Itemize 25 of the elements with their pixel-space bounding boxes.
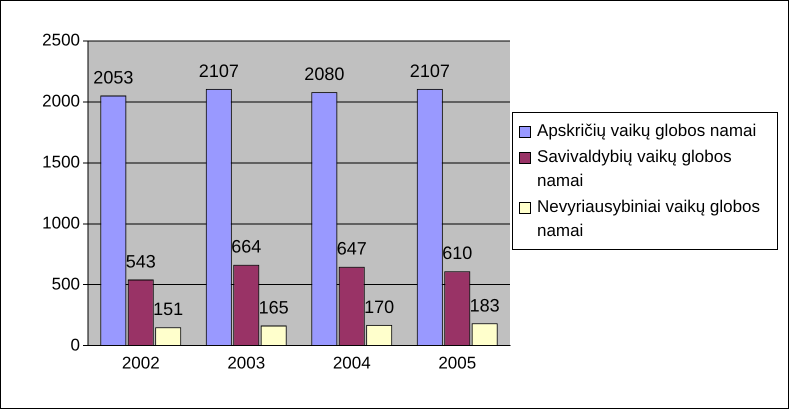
data-label: 170 [364, 296, 394, 317]
legend-label: Nevyriausybiniai vaikų globos namai [537, 196, 762, 242]
data-label: 664 [231, 236, 262, 257]
x-tick-label: 2003 [227, 353, 266, 372]
y-tick-label: 1000 [42, 213, 80, 232]
x-tick-label: 2002 [122, 353, 160, 372]
y-tick-label: 0 [70, 335, 80, 354]
data-label: 183 [470, 295, 500, 316]
data-label: 165 [258, 297, 289, 318]
x-tick-label: 2004 [332, 353, 371, 372]
data-label: 543 [126, 251, 156, 272]
data-label: 2107 [410, 60, 450, 81]
data-label: 2080 [304, 64, 344, 84]
data-label: 2053 [93, 67, 134, 88]
legend-label: Apskričių vaikų globos namai [537, 120, 756, 142]
legend-label: Savivaldybių vaikų globos namai [537, 146, 733, 192]
data-label: 2107 [198, 60, 239, 81]
data-label: 151 [153, 299, 184, 320]
y-tick-label: 2000 [42, 92, 80, 111]
y-tick-label: 500 [52, 274, 80, 294]
data-label: 610 [442, 243, 472, 264]
x-tick-label: 2005 [438, 353, 476, 372]
y-tick-label: 1500 [42, 152, 80, 172]
y-tick-label: 2500 [42, 30, 80, 50]
data-label: 647 [336, 238, 367, 259]
